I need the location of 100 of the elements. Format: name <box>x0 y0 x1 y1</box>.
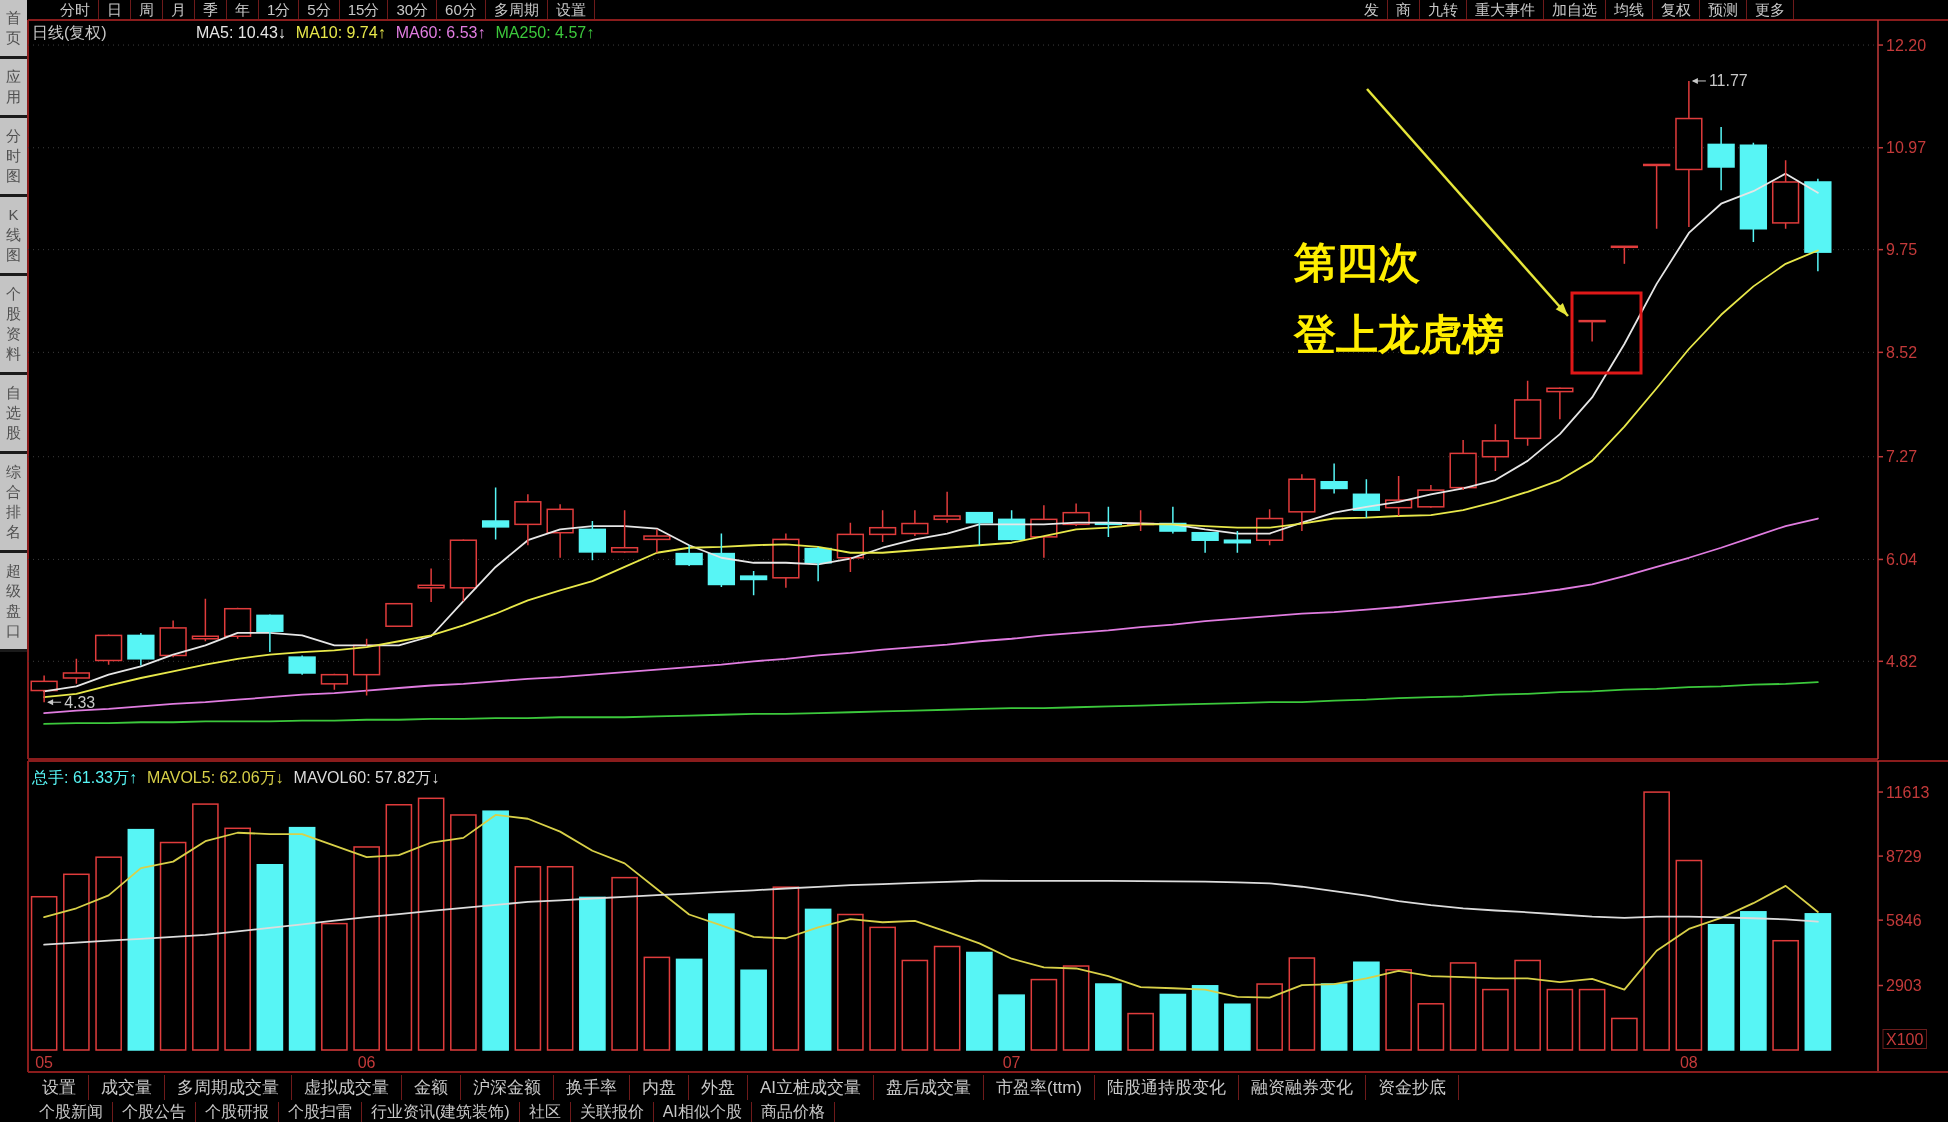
candlestick <box>1223 530 1252 554</box>
text: 首页 <box>6 8 21 48</box>
text: 沪深金额 <box>473 1078 541 1097</box>
bar <box>1546 988 1574 1051</box>
text: 商 <box>1396 1 1411 18</box>
text: AI立桩成交量 <box>760 1078 862 1097</box>
bar <box>1578 988 1606 1051</box>
bar <box>224 827 251 1051</box>
y-tick-label: 2903 <box>1886 977 1922 995</box>
annotation: 登上龙虎榜 <box>1293 310 1504 358</box>
candlestick <box>288 654 316 676</box>
text: 外盘 <box>701 1078 735 1097</box>
y-tick-label: 7.27 <box>1886 448 1918 466</box>
text: 九转 <box>1428 1 1458 18</box>
candlestick <box>1481 423 1510 472</box>
text: 自选股 <box>6 383 21 443</box>
bar <box>966 951 993 1051</box>
text: MA250: 4.57↑ <box>495 23 595 41</box>
y-tick-label: 6.04 <box>1886 550 1918 568</box>
text: 关联报价 <box>579 1103 644 1120</box>
bar <box>1740 911 1767 1051</box>
bar <box>514 865 542 1051</box>
x-tick-label: 08 <box>1679 1053 1698 1071</box>
text: 设置 <box>42 1078 76 1097</box>
text: 均线 <box>1614 1 1644 18</box>
bar <box>611 876 638 1051</box>
y-tick-label: 5846 <box>1886 911 1922 929</box>
text: 11.77 <box>1708 72 1748 90</box>
candlestick <box>127 632 155 667</box>
text: 综合排名 <box>6 462 21 542</box>
text: 发 <box>1364 1 1379 18</box>
text: 内盘 <box>642 1078 676 1097</box>
bar <box>1353 961 1380 1051</box>
bar <box>804 908 832 1051</box>
bar <box>1320 983 1348 1051</box>
bar <box>321 922 348 1051</box>
bar <box>901 959 929 1051</box>
candlestick <box>62 658 91 685</box>
candlestick <box>868 509 897 543</box>
candlestick <box>1191 531 1219 554</box>
bar <box>1804 913 1832 1051</box>
bar <box>1256 983 1283 1051</box>
line-series <box>43 681 1819 725</box>
bar <box>869 926 896 1051</box>
candlestick <box>901 509 929 537</box>
text: 多周期成交量 <box>177 1078 279 1097</box>
candlestick <box>1546 387 1574 420</box>
bar <box>643 956 671 1051</box>
candlestick <box>191 597 220 643</box>
text: 换手率 <box>566 1078 617 1097</box>
candlestick <box>1771 159 1800 230</box>
text: 1分 <box>267 1 291 18</box>
candlestick <box>675 544 703 567</box>
bar <box>1062 965 1090 1051</box>
text: 虚拟成交量 <box>304 1078 389 1097</box>
bar <box>772 886 800 1051</box>
text: 超级盘口 <box>6 561 21 641</box>
bar <box>482 810 509 1051</box>
text: 预测 <box>1708 1 1738 18</box>
bar <box>1095 983 1122 1051</box>
candlestick <box>933 491 961 524</box>
candlestick <box>1804 177 1832 273</box>
bar <box>127 828 155 1051</box>
bar <box>837 913 864 1051</box>
bar <box>546 865 574 1051</box>
candlestick <box>772 532 800 589</box>
text: MA10: 9.74↑ <box>295 23 386 41</box>
text: 月 <box>171 1 186 18</box>
y-tick-label: 8.52 <box>1886 343 1918 361</box>
candlestick <box>159 619 187 658</box>
bar <box>579 896 606 1051</box>
bar <box>1127 1012 1154 1051</box>
candlestick <box>804 546 832 582</box>
text: 陆股通持股变化 <box>1107 1078 1226 1097</box>
text: 社区 <box>528 1103 561 1120</box>
y-tick-label: 9.75 <box>1886 241 1918 259</box>
bar <box>1707 923 1735 1051</box>
text: 个股公告 <box>122 1103 186 1120</box>
text: 个股扫雷 <box>288 1103 352 1120</box>
text: 成交量 <box>101 1078 152 1097</box>
text: 分时 <box>60 1 90 18</box>
bar <box>998 994 1025 1051</box>
bar <box>1417 1003 1445 1051</box>
text: 商品价格 <box>760 1103 825 1120</box>
line-series <box>43 879 1819 946</box>
candlestick <box>1449 439 1477 491</box>
candlestick <box>643 528 671 554</box>
text: 60分 <box>445 1 477 18</box>
bar <box>1611 1017 1638 1051</box>
bar <box>288 826 316 1051</box>
bar <box>1191 985 1219 1051</box>
bar <box>30 895 58 1051</box>
text: 应用 <box>6 67 21 107</box>
candlestick <box>707 532 736 588</box>
bar <box>1772 939 1799 1051</box>
line-series <box>43 517 1819 714</box>
text: 市盈率(ttm) <box>996 1078 1082 1097</box>
text: 个股资料 <box>6 284 21 364</box>
bar <box>1159 993 1187 1051</box>
bar <box>1643 791 1670 1051</box>
